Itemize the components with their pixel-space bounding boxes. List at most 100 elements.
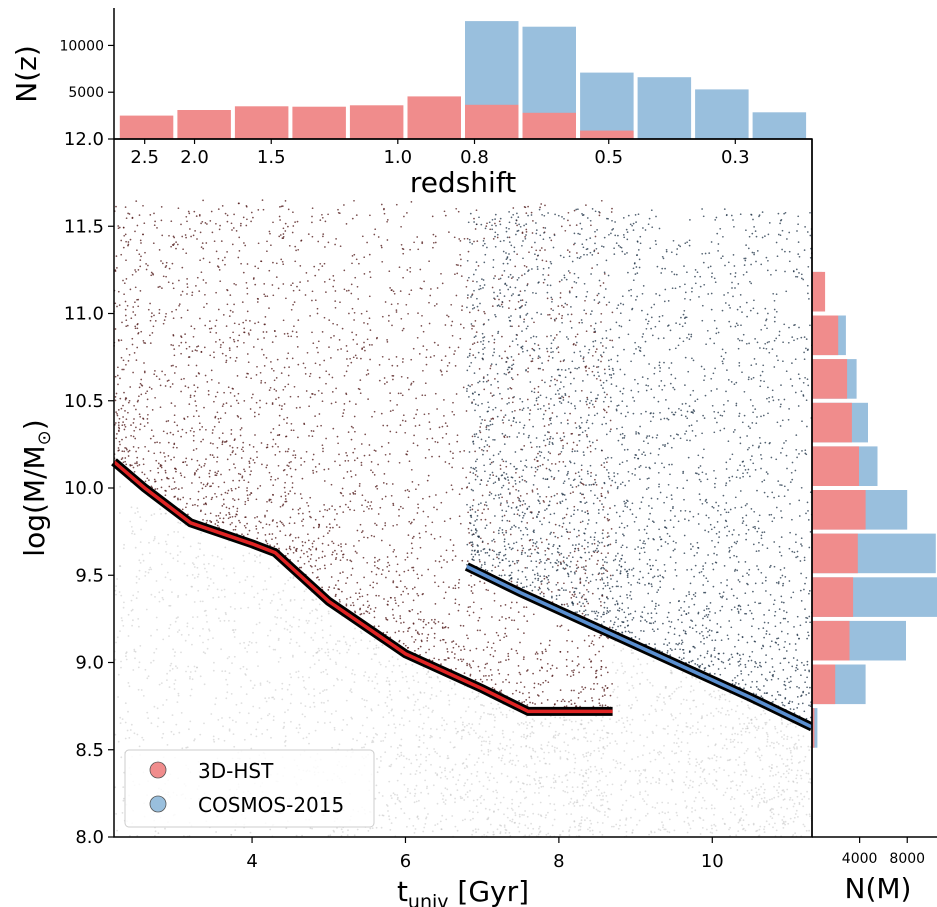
mass-incomplete-point xyxy=(728,759,731,762)
mass-incomplete-point xyxy=(715,707,718,710)
mass-incomplete-point xyxy=(517,781,520,783)
hst-point xyxy=(525,228,528,231)
hst-point xyxy=(134,437,137,440)
hst-point xyxy=(117,409,120,411)
mass-incomplete-point xyxy=(461,723,464,726)
hst-point xyxy=(419,546,422,549)
hst-point xyxy=(321,556,324,559)
mass-incomplete-point xyxy=(780,717,783,719)
mass-incomplete-point xyxy=(120,617,123,619)
hst-point xyxy=(586,403,588,406)
mass-incomplete-point xyxy=(669,697,672,700)
hst-point xyxy=(249,408,252,410)
mass-incomplete-point xyxy=(413,832,416,834)
mass-incomplete-point xyxy=(424,823,427,825)
hst-point xyxy=(323,359,326,362)
mass-incomplete-point xyxy=(670,672,673,675)
mass-incomplete-point xyxy=(119,512,121,514)
mass-incomplete-point xyxy=(788,798,791,801)
mass-incomplete-point xyxy=(630,816,632,819)
mass-incomplete-point xyxy=(499,742,502,745)
mass-incomplete-point xyxy=(267,714,269,717)
hst-point xyxy=(229,356,232,359)
hst-point xyxy=(118,440,121,443)
mass-incomplete-point xyxy=(493,833,495,836)
mass-incomplete-point xyxy=(160,513,163,515)
mass-incomplete-point xyxy=(268,567,270,570)
hst-point xyxy=(536,403,539,406)
hst-point xyxy=(269,544,271,547)
hst-point xyxy=(244,516,247,518)
mass-incomplete-point xyxy=(431,711,434,713)
mass-incomplete-point xyxy=(718,698,721,701)
mass-incomplete-point xyxy=(752,796,755,799)
mass-incomplete-point xyxy=(715,779,717,782)
mass-incomplete-point xyxy=(520,745,523,748)
hst-point xyxy=(453,413,455,416)
mass-incomplete-point xyxy=(196,566,199,569)
mass-incomplete-point xyxy=(487,754,490,756)
hst-point xyxy=(451,320,454,323)
hst-point xyxy=(269,386,272,389)
hst-point xyxy=(507,652,510,655)
mass-incomplete-point xyxy=(768,765,771,768)
mass-incomplete-point xyxy=(696,761,698,764)
hst-point xyxy=(318,463,321,465)
mass-incomplete-point xyxy=(353,681,356,683)
hst-point xyxy=(374,606,377,609)
hst-point xyxy=(262,208,265,211)
hst-point xyxy=(228,507,231,510)
mass-incomplete-point xyxy=(591,720,593,722)
mass-incomplete-point xyxy=(390,797,393,799)
hst-point xyxy=(138,395,140,398)
mass-incomplete-point xyxy=(799,774,802,777)
hst-point xyxy=(203,406,205,409)
hst-point xyxy=(351,217,354,220)
hst-point xyxy=(147,264,149,267)
mass-incomplete-point xyxy=(197,555,200,558)
mass-incomplete-point xyxy=(766,733,769,736)
hst-point xyxy=(576,333,579,336)
mass-incomplete-point xyxy=(203,683,206,686)
hst-point xyxy=(481,494,484,497)
hst-point xyxy=(468,542,471,544)
hst-point xyxy=(583,547,586,550)
mass-incomplete-point xyxy=(185,593,188,596)
mass-incomplete-point xyxy=(744,829,747,832)
hst-point xyxy=(178,344,180,347)
mass-incomplete-point xyxy=(477,692,480,695)
mass-incomplete-point xyxy=(442,801,445,803)
mass-incomplete-point xyxy=(663,701,665,703)
mass-incomplete-point xyxy=(602,798,604,801)
mass-incomplete-point xyxy=(437,677,439,679)
hst-point xyxy=(180,316,183,319)
hst-point xyxy=(312,430,315,432)
mass-incomplete-point xyxy=(222,567,225,570)
hst-point xyxy=(577,566,580,569)
hst-point xyxy=(413,241,415,244)
mass-incomplete-point xyxy=(515,776,518,779)
mass-incomplete-point xyxy=(670,713,673,716)
hst-point xyxy=(349,500,352,503)
hst-point xyxy=(292,289,295,292)
hst-point xyxy=(384,522,387,524)
mass-incomplete-point xyxy=(193,665,196,668)
mass-incomplete-point xyxy=(431,830,434,833)
hst-point xyxy=(410,201,413,203)
hst-point xyxy=(120,253,123,256)
hst-point xyxy=(290,475,293,478)
mass-incomplete-point xyxy=(686,771,688,773)
hst-point xyxy=(589,445,592,447)
hst-point xyxy=(129,238,132,241)
hst-point xyxy=(119,377,121,380)
hst-point xyxy=(206,381,209,383)
mass-incomplete-point xyxy=(659,693,661,696)
mass-incomplete-point xyxy=(427,671,430,674)
mass-incomplete-point xyxy=(771,767,773,770)
mass-incomplete-point xyxy=(269,576,272,578)
hst-point xyxy=(331,540,333,543)
mass-incomplete-point xyxy=(620,649,623,652)
hst-point xyxy=(486,450,489,452)
hst-point xyxy=(299,556,302,559)
mass-incomplete-point xyxy=(341,729,344,731)
